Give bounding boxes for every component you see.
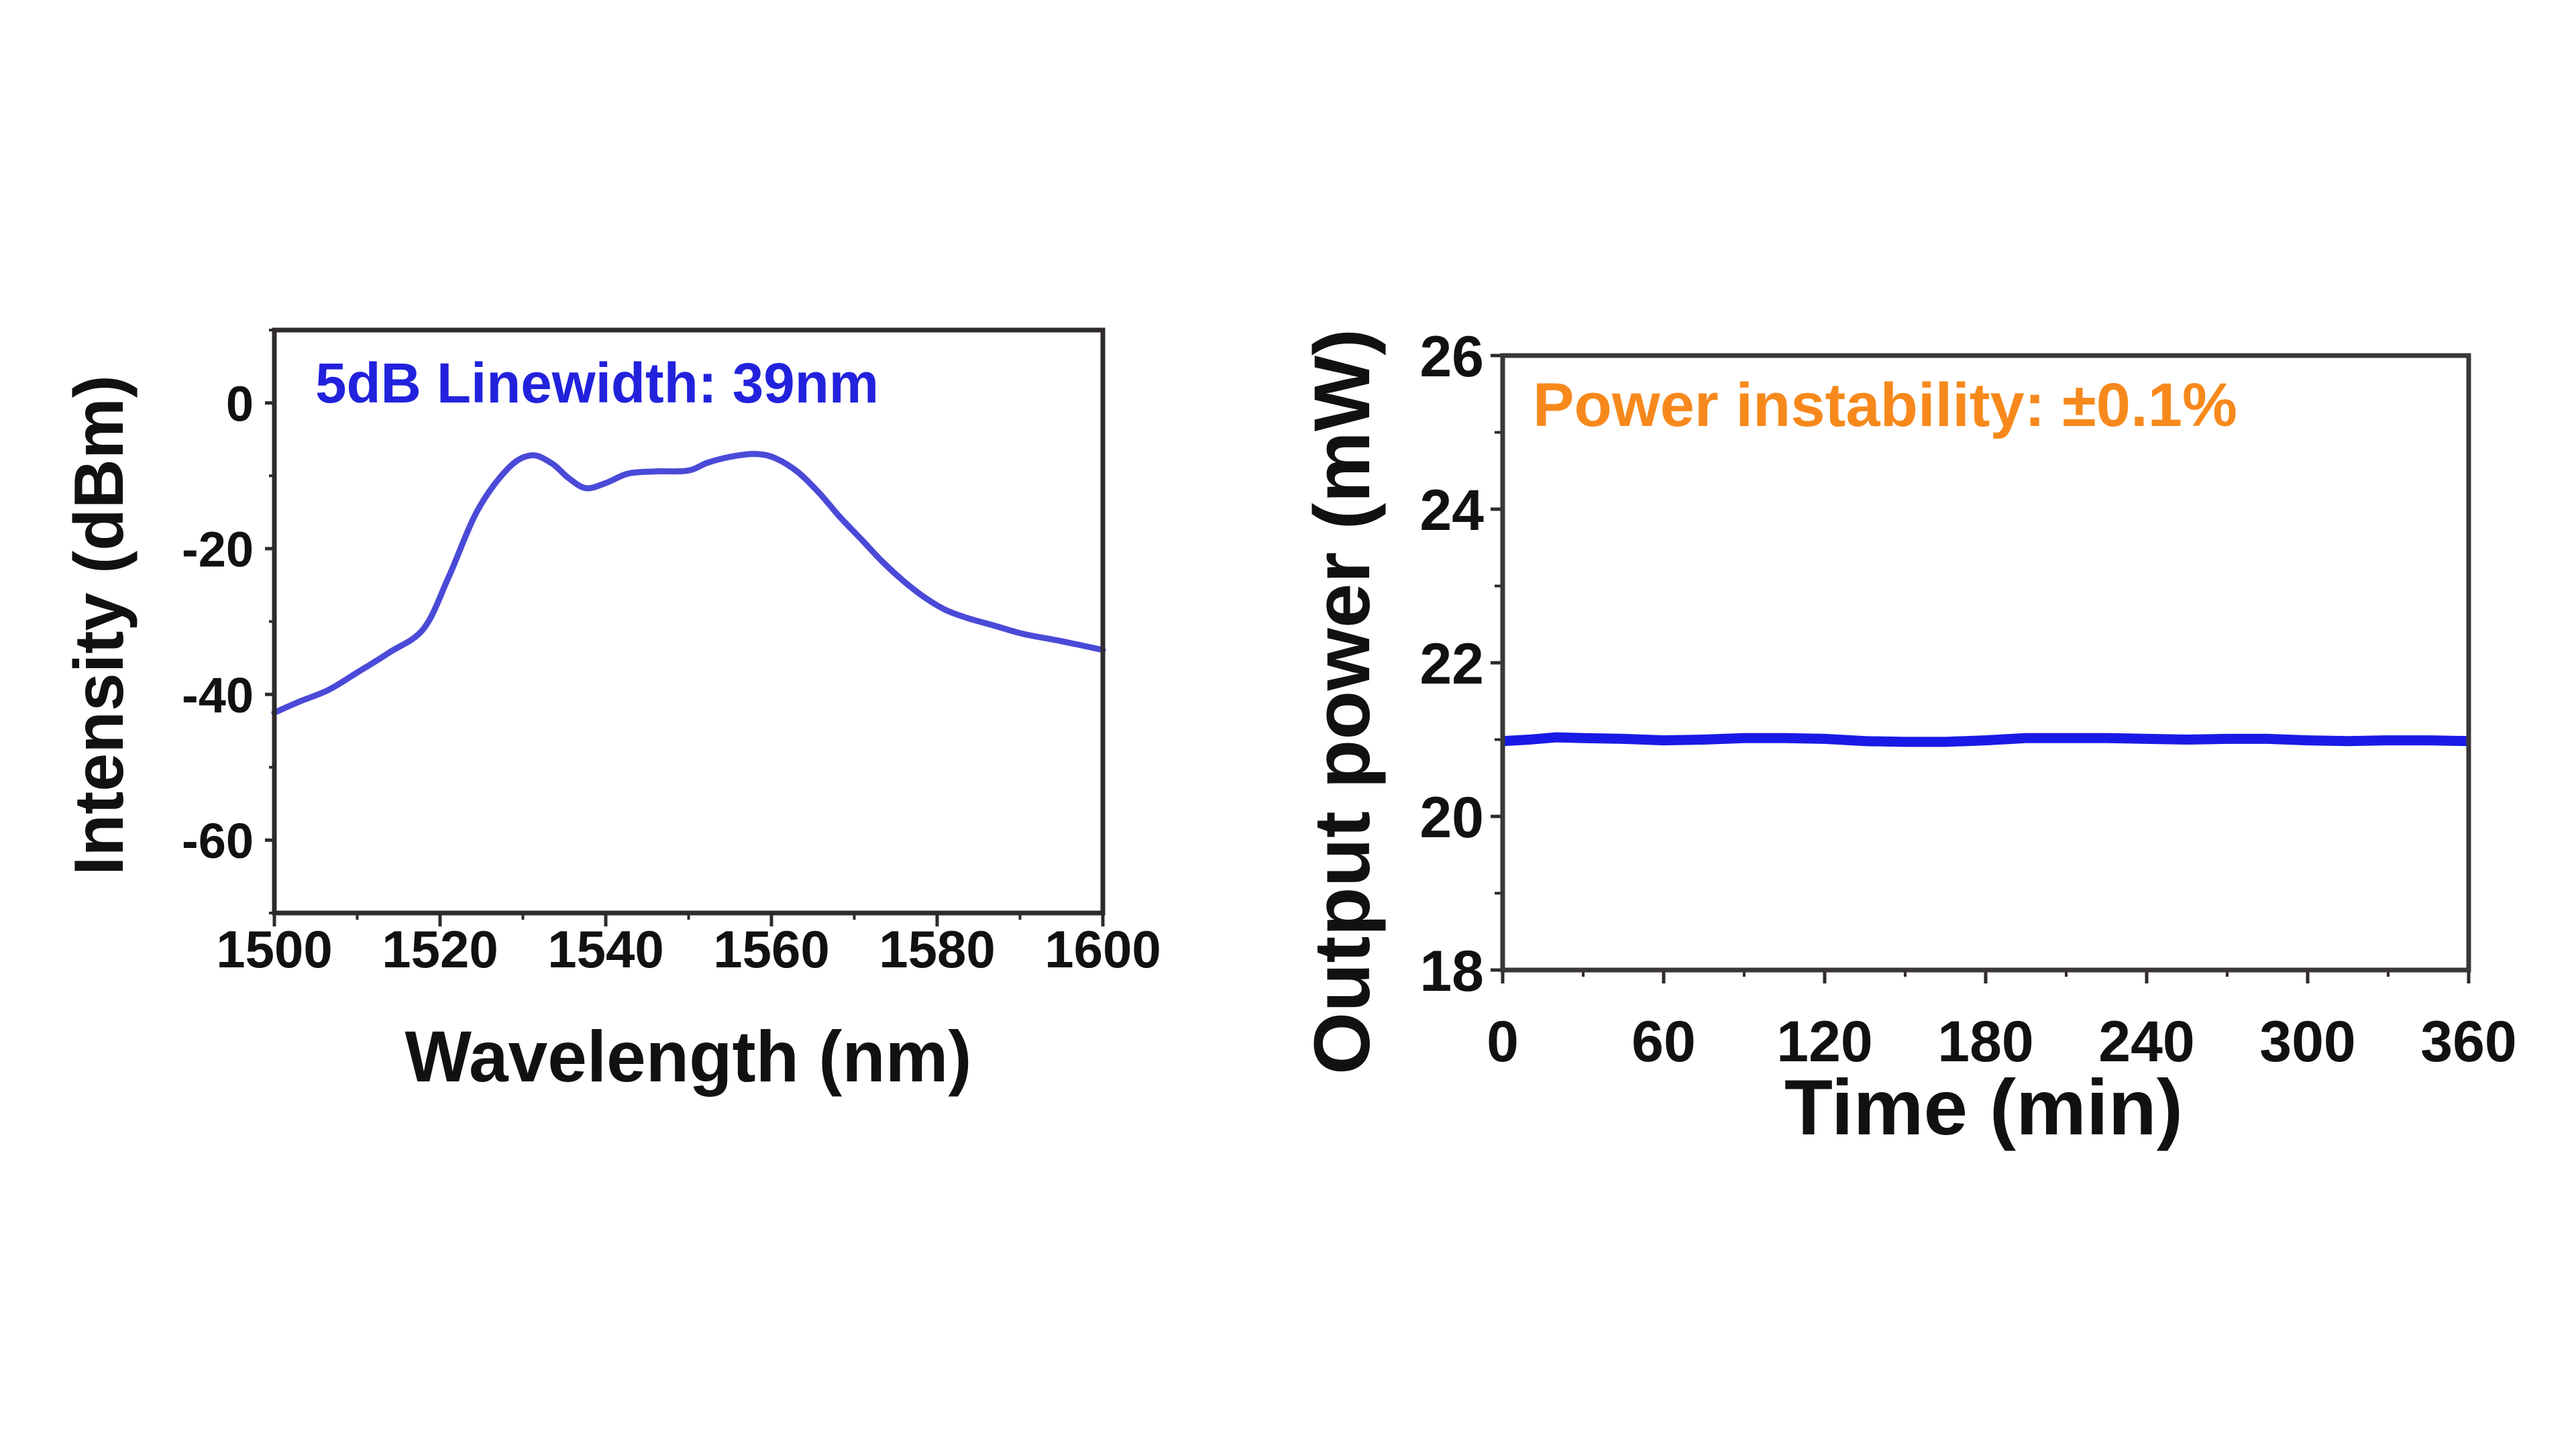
- power-x-tick-label: 60: [1631, 1010, 1696, 1074]
- power-x-tick-label: 0: [1487, 1010, 1519, 1074]
- power-x-tick-labels: 0 60 120 180 240 300 360: [1487, 1010, 2517, 1074]
- power-x-tick-label: 360: [2420, 1010, 2517, 1074]
- spectrum-y-tick-labels: 0 -20 -40 -60: [182, 376, 254, 869]
- power-y-tick-label: 18: [1419, 939, 1484, 1004]
- power-y-tick-label: 20: [1419, 786, 1484, 850]
- spectrum-annotation: 5dB Linewidth: 39nm: [315, 352, 879, 415]
- power-y-axis-label: Output power (mW): [1298, 329, 1387, 1075]
- spectrum-x-tick-label: 1500: [216, 920, 333, 979]
- power-x-tick-label: 180: [1937, 1010, 2034, 1074]
- power-line: [1502, 732, 2469, 747]
- spectrum-x-tick-label: 1520: [382, 920, 498, 979]
- spectrum-line: [271, 451, 1106, 716]
- spectrum-x-tick-label: 1540: [547, 920, 664, 979]
- power-plot-frame: [1500, 353, 2471, 973]
- power-x-tick-label: 240: [2098, 1010, 2195, 1074]
- spectrum-y-tick-label: -60: [182, 813, 254, 869]
- spectrum-x-tick-label: 1580: [879, 920, 996, 979]
- spectrum-plot-frame: [272, 327, 1106, 916]
- spectrum-x-tick-label: 1560: [713, 920, 830, 979]
- spectrum-x-tick-labels: 1500 1520 1540 1560 1580 1600: [216, 920, 1161, 979]
- spectrum-y-tick-label: -20: [182, 522, 254, 578]
- power-y-tick-labels: 18 20 22 24 26: [1419, 325, 1484, 1004]
- spectrum-x-tick-label: 1600: [1044, 920, 1161, 979]
- spectrum-y-axis-label: Intensity (dBm): [60, 375, 138, 875]
- power-y-tick-label: 26: [1419, 325, 1484, 389]
- power-x-axis-label: Time (min): [1784, 1063, 2183, 1151]
- power-chart: Power instability: ±0.1% 0 60 120 180 240 300…: [1298, 325, 2517, 1151]
- spectrum-y-tick-label: 0: [226, 376, 254, 431]
- spectrum-x-axis-label: Wavelength (nm): [405, 1016, 972, 1097]
- power-y-tick-label: 24: [1419, 478, 1484, 543]
- power-x-tick-label: 120: [1776, 1010, 1873, 1074]
- spectrum-y-tick-label: -40: [182, 667, 254, 723]
- power-y-tick-label: 22: [1419, 632, 1484, 696]
- spectrum-chart: 5dB Linewidth: 39nm 1500 1520 1540 1560 1580…: [60, 327, 1161, 1097]
- power-annotation: Power instability: ±0.1%: [1533, 371, 2237, 439]
- power-x-tick-label: 300: [2259, 1010, 2356, 1074]
